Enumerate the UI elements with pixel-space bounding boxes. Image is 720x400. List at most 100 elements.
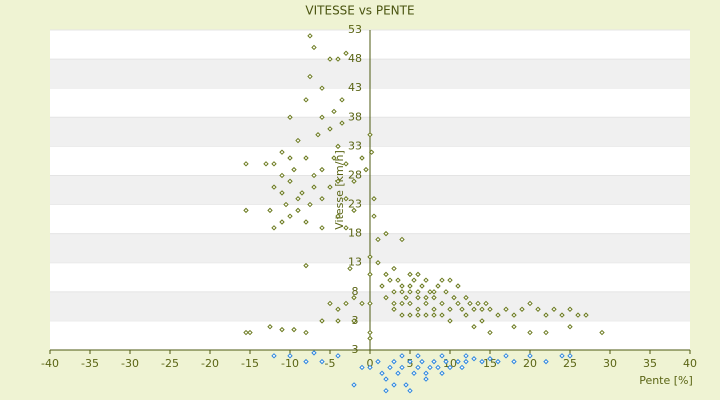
data-point — [423, 277, 429, 283]
data-point — [435, 364, 441, 371]
data-point — [387, 277, 393, 283]
data-point — [335, 306, 341, 312]
data-point — [367, 300, 373, 307]
x-tick-label: 30 — [603, 357, 617, 370]
data-point — [487, 356, 493, 362]
data-point — [331, 108, 337, 115]
data-point — [303, 329, 309, 336]
data-point — [279, 149, 285, 155]
data-point — [459, 364, 465, 371]
data-point — [455, 358, 461, 365]
data-point — [399, 300, 405, 307]
data-point — [243, 329, 249, 336]
data-point — [459, 306, 465, 312]
x-tick-label: 25 — [563, 357, 577, 370]
data-point — [359, 155, 365, 161]
data-point — [375, 236, 381, 243]
data-point — [463, 353, 469, 359]
data-point — [327, 184, 333, 190]
data-point — [415, 353, 421, 359]
data-point — [371, 196, 377, 202]
data-point — [447, 277, 453, 283]
data-point — [243, 207, 249, 214]
data-point — [311, 350, 317, 356]
data-point — [391, 382, 397, 388]
data-point — [303, 97, 309, 103]
data-point — [519, 306, 525, 312]
data-point — [403, 294, 409, 301]
data-point — [479, 306, 485, 312]
x-tick-label: 35 — [643, 357, 657, 370]
y-tick-label: 43 — [348, 81, 362, 94]
data-point — [319, 318, 325, 324]
data-point — [387, 364, 393, 371]
data-point — [371, 213, 377, 219]
data-point — [527, 329, 533, 336]
data-point — [363, 166, 369, 173]
data-point — [447, 364, 453, 371]
data-point — [503, 353, 509, 359]
data-point — [375, 358, 381, 365]
data-point — [407, 283, 413, 289]
data-point — [271, 184, 277, 190]
x-tick-label: 0 — [367, 357, 374, 370]
data-point — [423, 312, 429, 318]
data-point — [399, 364, 405, 371]
data-point — [351, 178, 357, 184]
data-point — [295, 137, 301, 144]
data-point — [399, 353, 405, 359]
data-point — [319, 85, 325, 91]
data-point — [471, 306, 477, 312]
data-point — [415, 312, 421, 318]
data-point — [463, 312, 469, 318]
data-point — [527, 353, 533, 359]
data-point — [487, 306, 493, 312]
data-point — [335, 353, 341, 359]
data-point — [368, 149, 375, 155]
x-tick-label: -10 — [281, 357, 299, 370]
data-point — [527, 300, 533, 307]
data-point — [311, 184, 317, 190]
data-point — [311, 172, 317, 179]
data-point — [471, 324, 477, 330]
data-point — [319, 196, 325, 202]
data-point — [347, 265, 353, 272]
x-tick-label: -25 — [161, 357, 179, 370]
data-point — [399, 283, 405, 289]
data-point — [327, 300, 333, 307]
data-point — [367, 254, 373, 260]
data-point — [467, 300, 473, 307]
data-point — [431, 294, 437, 301]
data-point — [407, 271, 413, 278]
y-tick-label: 53 — [348, 23, 362, 36]
y-tick-label: 23 — [348, 198, 362, 211]
data-point — [439, 300, 445, 307]
x-tick-label: -15 — [241, 357, 259, 370]
data-point — [303, 262, 309, 269]
data-point — [395, 277, 401, 283]
data-point — [343, 196, 349, 202]
data-point — [411, 370, 417, 376]
data-point — [383, 388, 389, 394]
data-point — [319, 358, 325, 365]
data-point — [479, 318, 485, 324]
data-point — [443, 289, 449, 295]
data-point — [439, 353, 445, 359]
data-point — [319, 225, 325, 231]
data-point — [399, 289, 405, 295]
data-point — [351, 294, 357, 301]
data-point — [343, 225, 349, 231]
data-point — [379, 370, 385, 376]
x-tick-label: -20 — [201, 357, 219, 370]
data-point — [423, 300, 429, 307]
data-point — [279, 190, 285, 196]
data-point — [287, 353, 293, 359]
data-point — [511, 324, 517, 330]
data-point — [263, 161, 269, 167]
data-point — [359, 300, 365, 307]
data-point — [511, 358, 517, 365]
data-point — [303, 219, 309, 225]
data-point — [455, 283, 461, 289]
data-point — [427, 289, 433, 295]
